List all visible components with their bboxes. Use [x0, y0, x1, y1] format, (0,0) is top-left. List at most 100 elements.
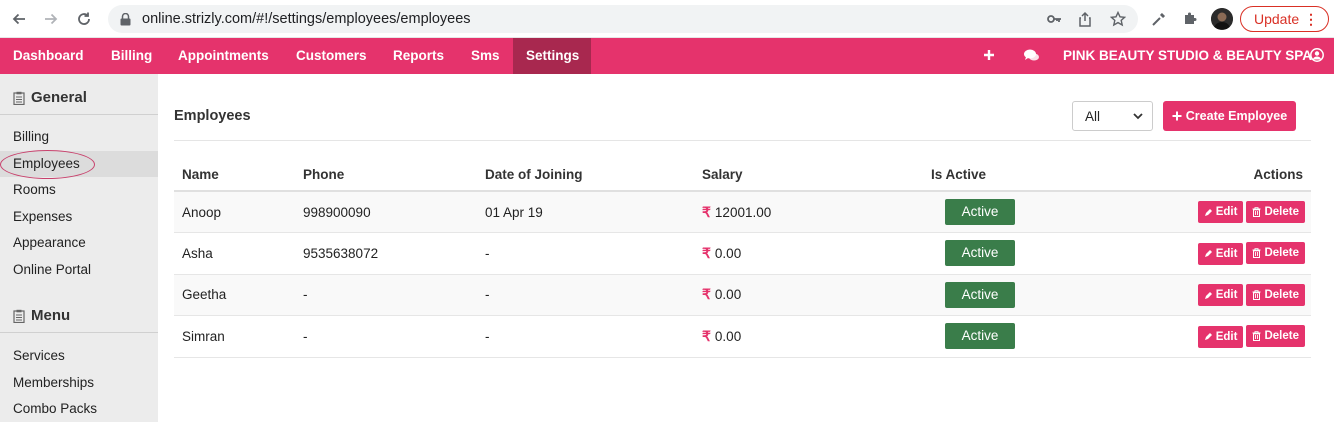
back-arrow-icon[interactable] — [8, 8, 30, 30]
divider — [174, 140, 1311, 141]
clipboard-icon — [13, 91, 25, 105]
sidebar-item-services[interactable]: Services — [13, 348, 65, 363]
nav-dashboard[interactable]: Dashboard — [13, 48, 84, 63]
reload-icon[interactable] — [73, 8, 95, 30]
sidebar-item-online-portal[interactable]: Online Portal — [13, 262, 92, 277]
chevron-down-icon — [1133, 113, 1143, 120]
nav-appointments[interactable]: Appointments — [178, 48, 269, 63]
employee-status-cell: Active — [923, 191, 1103, 233]
filter-value: All — [1085, 108, 1101, 124]
pencil-icon — [1204, 250, 1212, 257]
bookmark-star-icon[interactable] — [1107, 8, 1129, 30]
trash-icon — [1252, 248, 1261, 258]
employee-salary: ₹0.00 — [694, 274, 923, 316]
employee-doj: - — [477, 315, 694, 358]
employee-phone: 9535638072 — [295, 232, 477, 275]
business-name[interactable]: PINK BEAUTY STUDIO & BEAUTY SPA — [1063, 48, 1313, 63]
table-row: Asha 9535638072 - ₹0.00 Active Edit Dele… — [174, 232, 1311, 275]
trash-icon — [1252, 207, 1261, 217]
table-header-row: Name Phone Date of Joining Salary Is Act… — [174, 158, 1311, 192]
employee-doj: 01 Apr 19 — [477, 191, 694, 233]
forward-arrow-icon[interactable] — [40, 8, 62, 30]
sidebar-item-appearance[interactable]: Appearance — [13, 235, 86, 250]
employee-phone: 998900090 — [295, 191, 477, 233]
pencil-icon — [1204, 208, 1212, 216]
nav-billing[interactable]: Billing — [111, 48, 153, 63]
create-employee-label: Create Employee — [1185, 109, 1288, 123]
rupee-icon: ₹ — [702, 327, 711, 344]
status-badge: Active — [945, 199, 1015, 225]
highlight-annotation-circle — [0, 150, 95, 179]
employee-salary: ₹0.00 — [694, 232, 923, 275]
sidebar-general-title: General — [31, 89, 87, 106]
chat-bubbles-icon[interactable] — [1016, 38, 1047, 74]
trash-icon — [1252, 289, 1261, 300]
employee-status-cell: Active — [923, 232, 1103, 275]
delete-button[interactable]: Delete — [1246, 325, 1305, 347]
column-header-salary: Salary — [694, 158, 923, 192]
key-icon[interactable] — [1043, 8, 1065, 30]
employee-actions: Edit Delete — [1103, 274, 1311, 316]
sidebar-section-menu: Menu — [0, 299, 158, 333]
delete-button[interactable]: Delete — [1246, 242, 1305, 264]
employee-name: Asha — [174, 232, 295, 275]
employee-actions: Edit Delete — [1103, 191, 1311, 233]
nav-customers[interactable]: Customers — [296, 48, 367, 63]
edit-button[interactable]: Edit — [1197, 242, 1244, 265]
pencil-icon — [1204, 333, 1212, 340]
nav-settings[interactable]: Settings — [513, 38, 591, 74]
employees-table: Name Phone Date of Joining Salary Is Act… — [174, 158, 1311, 358]
edit-button[interactable]: Edit — [1197, 201, 1244, 224]
employee-name: Geetha — [174, 274, 295, 316]
sidebar-item-expenses[interactable]: Expenses — [13, 209, 73, 224]
edit-button[interactable]: Edit — [1197, 284, 1244, 306]
eyedropper-icon[interactable] — [1148, 8, 1170, 30]
employee-name: Simran — [174, 315, 295, 358]
user-account-icon[interactable] — [1302, 38, 1332, 74]
sidebar-item-memberships[interactable]: Memberships — [13, 375, 95, 390]
employee-actions: Edit Delete — [1103, 232, 1311, 275]
column-header-date-of-joining: Date of Joining — [477, 158, 694, 192]
status-badge: Active — [945, 281, 1015, 308]
extensions-puzzle-icon[interactable] — [1179, 8, 1201, 30]
rupee-icon: ₹ — [702, 203, 711, 220]
employee-salary: ₹12001.00 — [694, 191, 923, 233]
employee-doj: - — [477, 232, 694, 275]
status-badge: Active — [945, 240, 1015, 267]
nav-reports[interactable]: Reports — [393, 48, 445, 63]
settings-sidebar: General Billing Employees Rooms Expenses… — [0, 74, 158, 422]
nav-sms[interactable]: Sms — [471, 48, 500, 63]
browser-toolbar: online.strizly.com/#!/settings/employees… — [0, 0, 1334, 38]
edit-button[interactable]: Edit — [1197, 325, 1244, 348]
table-row: Geetha - - ₹0.00 Active Edit Delete — [174, 274, 1311, 316]
employee-salary: ₹0.00 — [694, 315, 923, 358]
sidebar-section-general: General — [0, 81, 158, 115]
status-filter-select[interactable]: All — [1072, 101, 1153, 131]
sidebar-item-combo-packs[interactable]: Combo Packs — [13, 401, 98, 416]
rupee-icon: ₹ — [702, 286, 711, 303]
sidebar-item-rooms[interactable]: Rooms — [13, 182, 56, 197]
page-title: Employees — [174, 108, 251, 124]
employee-status-cell: Active — [923, 315, 1103, 358]
url-text: online.strizly.com/#!/settings/employees… — [142, 11, 471, 27]
update-label: Update — [1254, 11, 1300, 27]
create-employee-button[interactable]: Create Employee — [1163, 101, 1296, 131]
table-row: Anoop 998900090 01 Apr 19 ₹12001.00 Acti… — [174, 191, 1311, 233]
delete-button[interactable]: Delete — [1246, 200, 1305, 223]
sidebar-menu-title: Menu — [31, 307, 71, 324]
column-header-phone: Phone — [295, 158, 477, 192]
address-bar[interactable]: online.strizly.com/#!/settings/employees… — [108, 5, 1138, 33]
browser-update-button[interactable]: Update ⋮ — [1240, 6, 1329, 32]
rupee-icon: ₹ — [702, 244, 711, 261]
status-badge: Active — [945, 323, 1015, 350]
sidebar-item-billing[interactable]: Billing — [13, 129, 50, 144]
employee-status-cell: Active — [923, 274, 1103, 316]
share-icon[interactable] — [1074, 8, 1096, 30]
delete-button[interactable]: Delete — [1246, 283, 1305, 306]
profile-avatar[interactable] — [1211, 8, 1233, 30]
add-plus-icon[interactable] — [975, 38, 1003, 74]
employee-phone: - — [295, 274, 477, 316]
plus-icon — [1172, 111, 1182, 121]
trash-icon — [1252, 331, 1261, 341]
column-header-name: Name — [174, 158, 295, 192]
